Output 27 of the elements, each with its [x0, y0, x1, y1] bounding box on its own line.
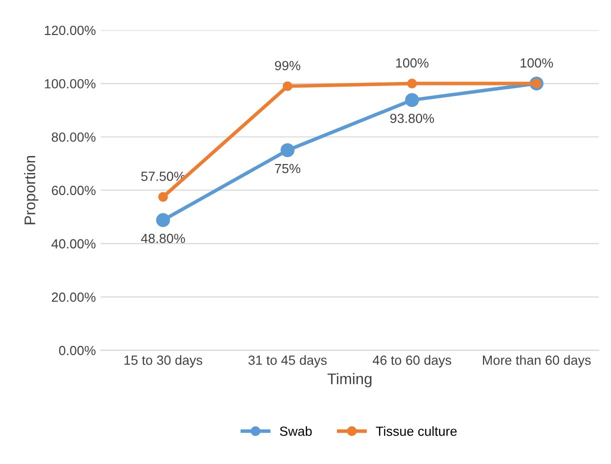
- y-tick-label: 120.00%: [44, 26, 96, 36]
- x-tick-label: 46 to 60 days: [372, 355, 452, 368]
- x-tick-label: 15 to 30 days: [124, 355, 202, 368]
- data-label: 48.80%: [140, 234, 185, 244]
- y-tick-label: 80.00%: [52, 132, 96, 142]
- y-tick-label: 100.00%: [44, 79, 96, 88]
- y-tick-label: 40.00%: [52, 239, 96, 249]
- point: [405, 93, 419, 108]
- y-axis-title: Proportion: [24, 156, 38, 224]
- point: [280, 143, 294, 158]
- point: [282, 81, 292, 92]
- point: [156, 213, 170, 228]
- data-label: 100%: [520, 58, 553, 68]
- data-label: 93.80%: [390, 114, 434, 124]
- legend-label: Tissue culture: [376, 426, 457, 436]
- data-label: 75%: [275, 164, 300, 174]
- point: [158, 192, 168, 202]
- y-tick-label: 0.00%: [59, 346, 96, 356]
- data-label: 99%: [274, 60, 300, 70]
- data-label: 100%: [396, 58, 428, 68]
- y-tick-label: 20.00%: [52, 292, 96, 302]
- legend-label: Swab: [280, 426, 312, 436]
- x-tick-label: More than 60 days: [482, 355, 591, 368]
- point: [407, 78, 417, 88]
- x-axis-title: Timing: [328, 373, 372, 388]
- x-tick-label: 31 to 45 days: [248, 355, 327, 368]
- y-tick-label: 60.00%: [52, 186, 96, 196]
